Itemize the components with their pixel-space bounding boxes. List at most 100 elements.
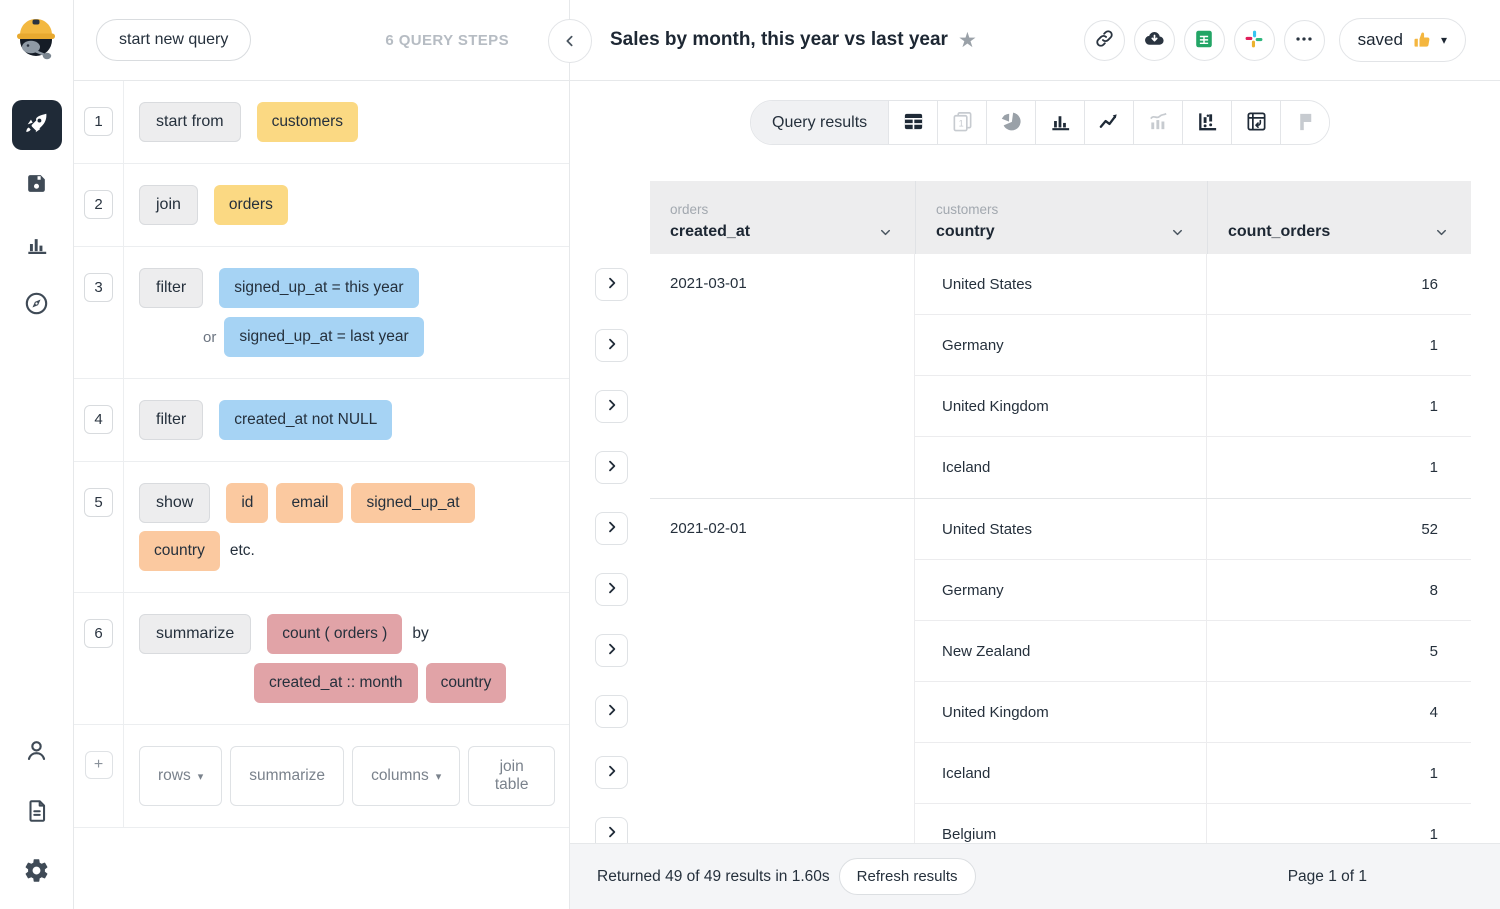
expand-row-button[interactable] <box>595 573 628 606</box>
query-steps-list: 1 start from customers 2 join orders 3 filter si… <box>74 81 569 828</box>
header-toolbar: saved ▾ <box>1083 18 1466 62</box>
chart-type-flag[interactable] <box>1280 101 1330 144</box>
start-new-query-button[interactable]: start new query <box>96 19 252 61</box>
rail-item-docs[interactable] <box>12 787 62 837</box>
slack-button[interactable] <box>1233 19 1275 61</box>
saved-label: saved <box>1357 30 1403 49</box>
step-pill[interactable]: signed_up_at <box>351 483 475 523</box>
expand-row-button[interactable] <box>595 695 628 728</box>
floppy-icon <box>24 171 49 199</box>
tab-query-results[interactable]: Query results <box>751 101 889 144</box>
column-header-count_orders[interactable]: count_orders <box>1207 181 1471 254</box>
more-button[interactable] <box>1283 19 1325 61</box>
bar-chart-icon <box>24 231 50 260</box>
chart-type-pie[interactable] <box>986 101 1036 144</box>
step-pill[interactable]: created_at not NULL <box>219 400 393 440</box>
bar-chart-icon <box>1049 110 1072 136</box>
document-icon <box>24 798 50 827</box>
expand-row-button[interactable] <box>595 634 628 667</box>
rail-item-account[interactable] <box>12 727 62 777</box>
rail-item-queries[interactable] <box>11 100 62 150</box>
expand-row-button[interactable] <box>595 451 628 484</box>
rail-item-settings[interactable] <box>12 847 62 897</box>
chevron-right-icon <box>604 580 620 599</box>
download-button[interactable] <box>1133 19 1175 61</box>
chevron-right-icon <box>604 336 620 355</box>
page-title: Sales by month, this year vs last year <box>610 29 948 50</box>
chart-type-table[interactable] <box>888 101 938 144</box>
app-logo[interactable] <box>8 6 66 64</box>
chart-type-combo[interactable] <box>1133 101 1183 144</box>
rail-item-explore[interactable] <box>12 280 62 330</box>
expand-row-button[interactable] <box>595 268 628 301</box>
step-pill[interactable]: id <box>226 483 269 523</box>
chart-type-bar[interactable] <box>1035 101 1085 144</box>
step-suffix: etc. <box>229 542 255 559</box>
query-step-2: 2 join orders <box>74 164 569 247</box>
chevron-right-icon <box>604 702 620 721</box>
step-number: 5 <box>84 488 113 517</box>
saved-status-button[interactable]: saved ▾ <box>1338 18 1466 62</box>
step-pill[interactable]: signed_up_at = last year <box>224 317 424 357</box>
step-keyword[interactable]: show <box>139 483 211 523</box>
query-step-6: 6 summarize count ( orders ) by created_at :… <box>74 593 569 725</box>
expand-row-button[interactable] <box>595 390 628 423</box>
chart-type-single-value[interactable]: 1 <box>937 101 987 144</box>
chevron-down-icon <box>878 225 893 240</box>
step-pill[interactable]: count ( orders ) <box>267 614 403 654</box>
step-pill[interactable]: customers <box>256 102 359 142</box>
add-rows-button[interactable]: rows ▾ <box>139 746 223 806</box>
table-header: orders created_at customers country coun… <box>650 181 1471 254</box>
add-join-table-button[interactable]: join table <box>468 746 555 806</box>
compass-icon <box>23 290 50 320</box>
rail-item-charts[interactable] <box>12 220 62 270</box>
step-pill[interactable]: email <box>276 483 344 523</box>
add-step-button[interactable]: + <box>84 751 113 779</box>
country-cell: Iceland <box>915 437 1207 498</box>
step-pill[interactable]: orders <box>213 185 288 225</box>
step-keyword[interactable]: filter <box>139 268 204 308</box>
expand-row-button[interactable] <box>595 329 628 362</box>
step-keyword[interactable]: join <box>139 185 198 225</box>
table-row: United States 16 <box>915 254 1471 315</box>
cloud-down-icon <box>1143 27 1166 53</box>
step-pill[interactable]: created_at :: month <box>254 663 418 703</box>
chart-type-scatter[interactable] <box>1182 101 1232 144</box>
step-number: 2 <box>84 190 113 219</box>
step-keyword[interactable]: filter <box>139 400 204 440</box>
query-step-3: 3 filter signed_up_at = this year or signed_… <box>74 247 569 379</box>
query-steps-count-label: 6 QUERY STEPS <box>385 31 509 49</box>
add-summarize-button[interactable]: summarize <box>230 746 345 806</box>
rail-item-saved-items[interactable] <box>12 160 62 210</box>
results-area: Sales by month, this year vs last year ★… <box>570 0 1500 909</box>
person-icon <box>23 737 50 767</box>
export-sheets-button[interactable] <box>1183 19 1225 61</box>
step-pill[interactable]: country <box>139 531 220 571</box>
table-row: United States 52 <box>915 499 1471 560</box>
column-name: count_orders <box>1228 223 1331 240</box>
step-number: 1 <box>84 107 113 136</box>
step-pill[interactable]: country <box>425 663 507 703</box>
query-panel-header: start new query 6 QUERY STEPS <box>74 0 569 81</box>
expand-row-button[interactable] <box>595 512 628 545</box>
results-table: orders created_at customers country coun… <box>650 181 1471 843</box>
column-header-country[interactable]: customers country <box>915 181 1207 254</box>
mole-mascot-icon <box>16 19 55 60</box>
gear-icon <box>23 857 50 887</box>
column-header-created_at[interactable]: orders created_at <box>650 181 915 254</box>
step-keyword[interactable]: summarize <box>139 614 252 654</box>
refresh-results-button[interactable]: Refresh results <box>838 858 976 895</box>
favorite-star-icon[interactable]: ★ <box>957 28 977 52</box>
expand-row-button[interactable] <box>595 756 628 789</box>
step-pill[interactable]: signed_up_at = this year <box>219 268 419 308</box>
share-link-button[interactable] <box>1083 19 1125 61</box>
add-columns-button[interactable]: columns ▾ <box>352 746 461 806</box>
chart-type-pivot[interactable] <box>1231 101 1281 144</box>
results-footer: Returned 49 of 49 results in 1.60s Refre… <box>570 843 1500 909</box>
chart-type-line[interactable] <box>1084 101 1134 144</box>
expand-row-button[interactable] <box>595 817 628 843</box>
step-keyword[interactable]: start from <box>139 102 241 142</box>
caret-down-icon: ▾ <box>435 770 442 783</box>
collapse-panel-button[interactable] <box>548 19 592 63</box>
